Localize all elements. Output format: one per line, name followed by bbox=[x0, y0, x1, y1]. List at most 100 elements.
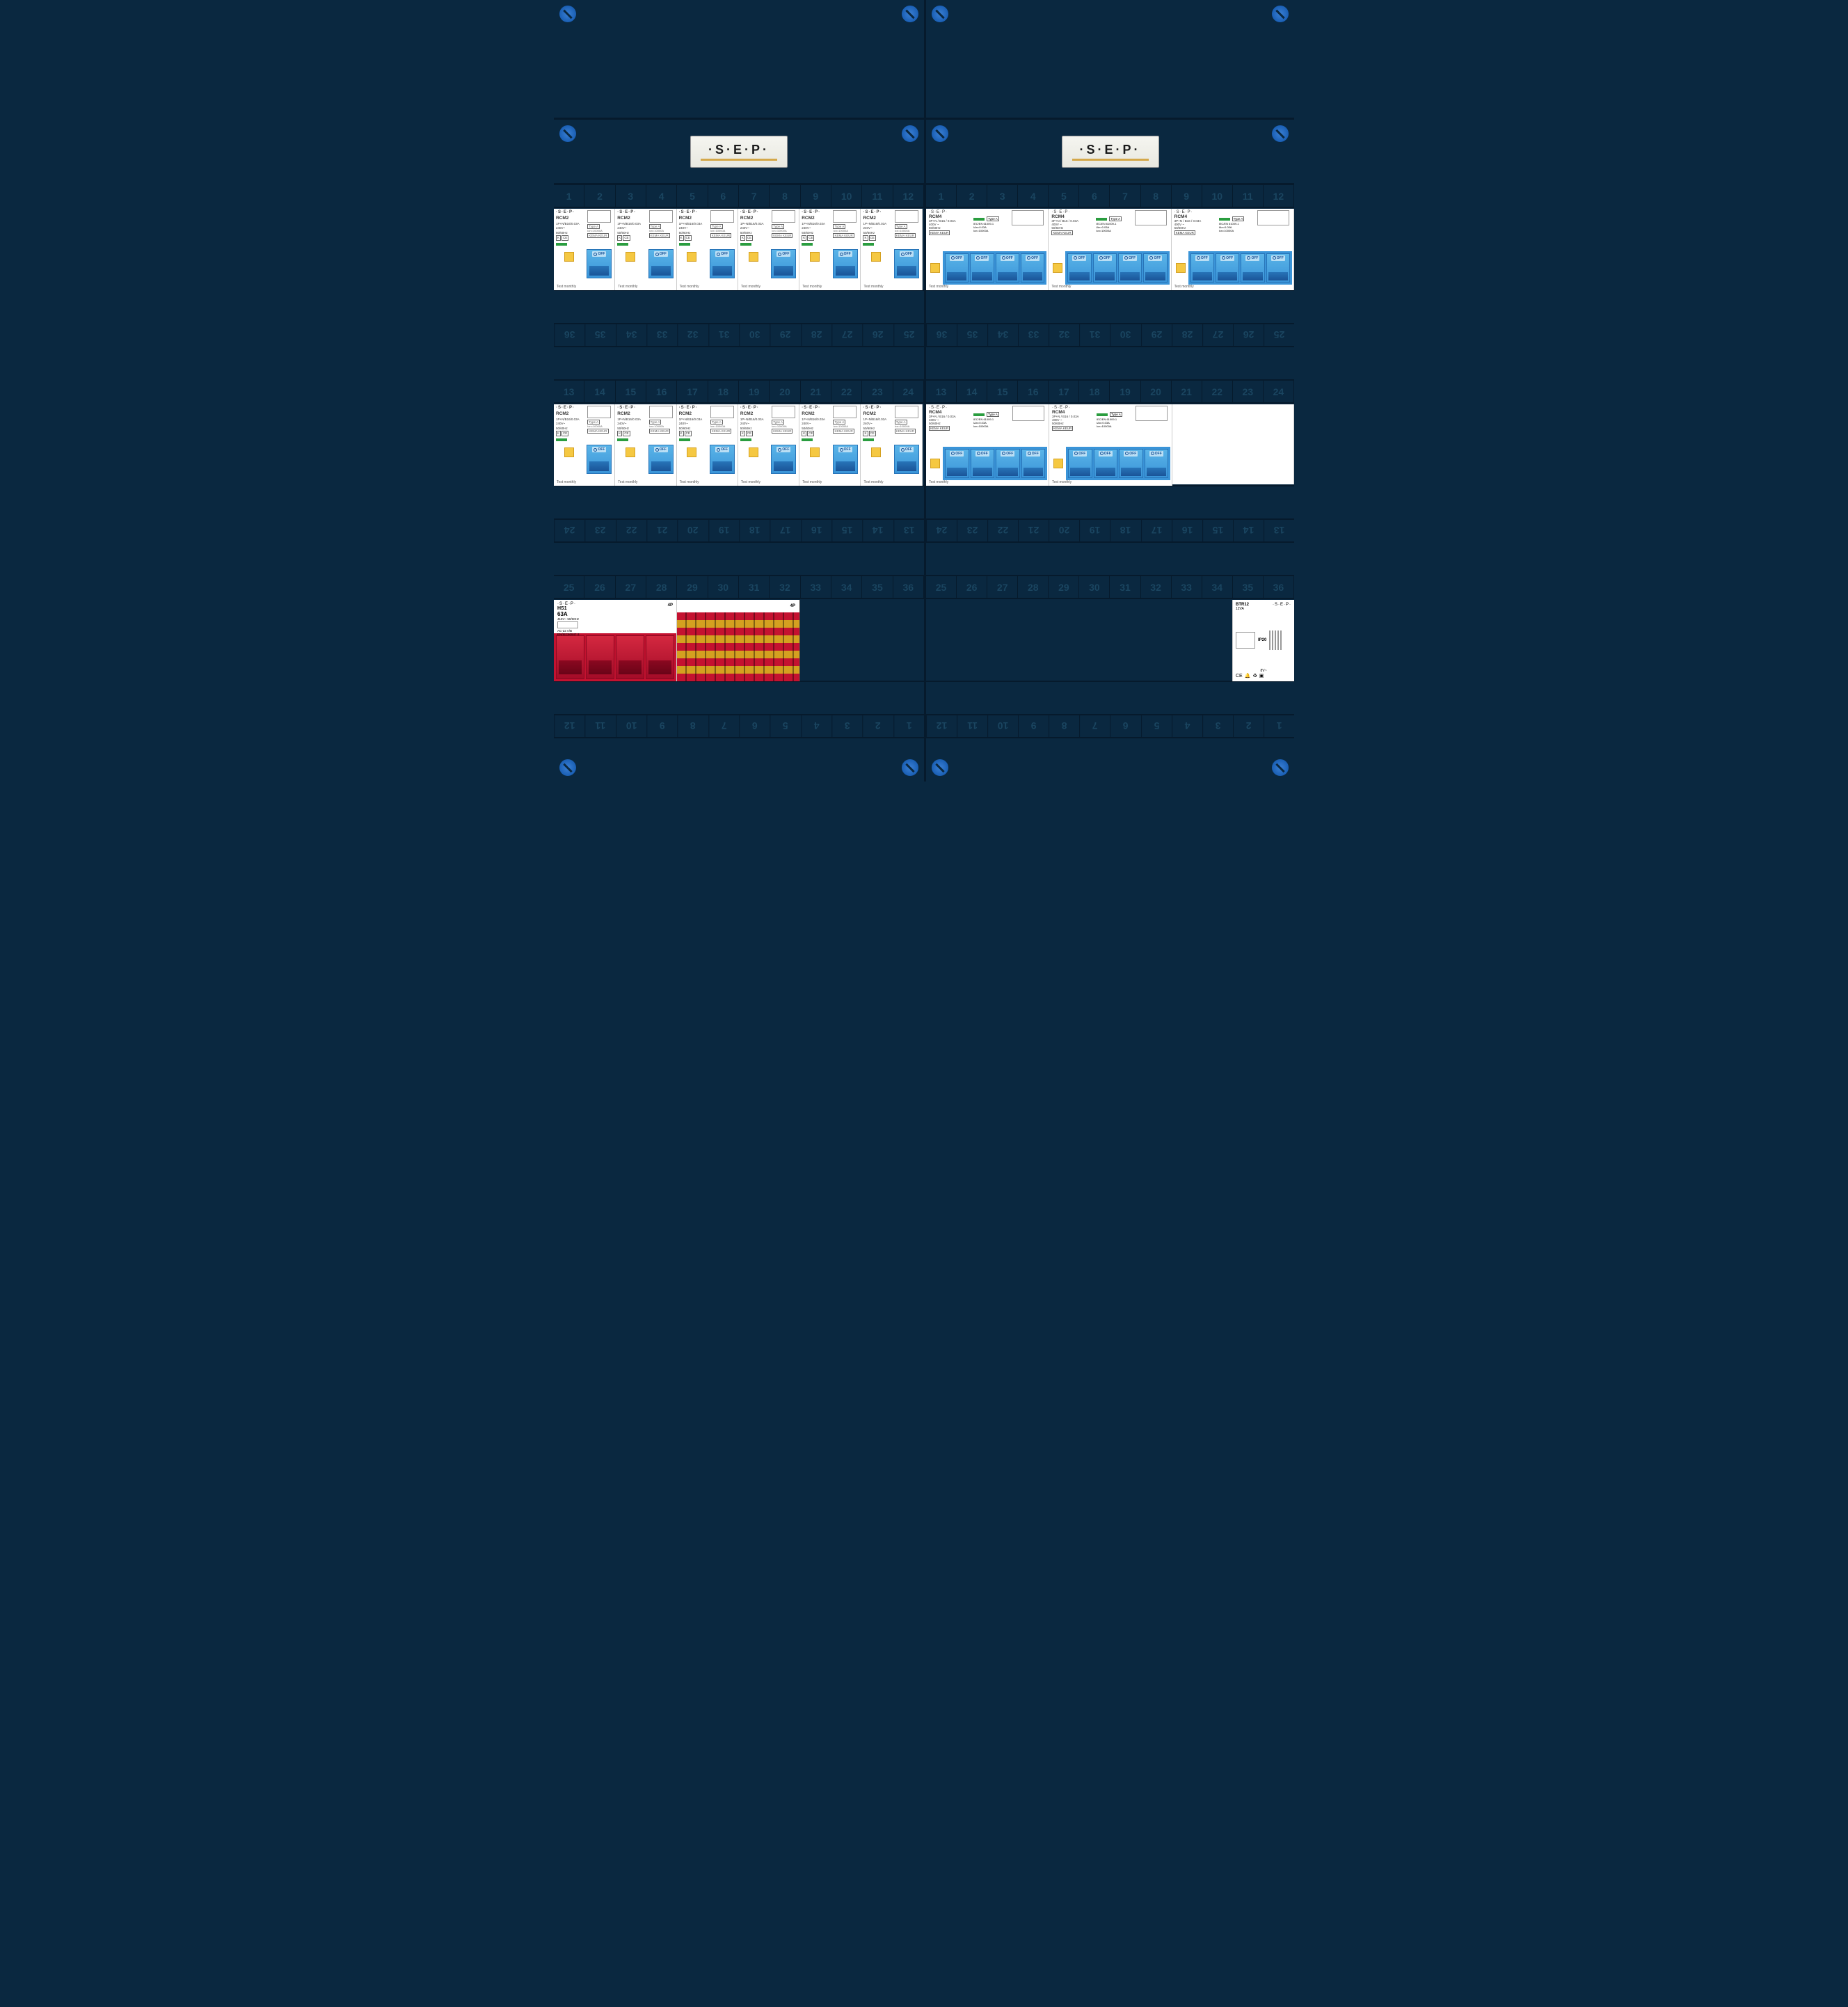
switch-state: OFF bbox=[905, 447, 912, 452]
kema-mark: KEMA KEUR bbox=[929, 426, 950, 431]
breaker-toggle[interactable]: OFF bbox=[970, 253, 994, 283]
test-button[interactable] bbox=[749, 447, 758, 457]
breaker-toggle[interactable]: OFF bbox=[996, 253, 1019, 283]
breaker-toggle[interactable]: OFF bbox=[1119, 449, 1143, 478]
ce-mark: CE bbox=[1236, 674, 1243, 679]
module-model: RCM2 bbox=[802, 411, 831, 417]
panel-right: ·S·E·P· 123456789101112 ·S·E·P· RCM4 3P+… bbox=[924, 0, 1294, 782]
spacer bbox=[554, 291, 924, 324]
test-button[interactable] bbox=[626, 252, 635, 262]
test-button[interactable] bbox=[871, 252, 881, 262]
slot-number: 7 bbox=[708, 715, 739, 737]
main-switch-toggle[interactable] bbox=[616, 635, 644, 679]
test-button[interactable] bbox=[564, 447, 574, 457]
breaker-toggle[interactable]: OFF bbox=[971, 449, 995, 478]
slot-number: 17 bbox=[1049, 381, 1079, 402]
slot-number: 33 bbox=[646, 324, 677, 346]
main-switch-toggle[interactable] bbox=[556, 635, 584, 679]
breaker-toggle[interactable]: OFF bbox=[833, 445, 858, 474]
test-button[interactable] bbox=[810, 447, 820, 457]
breaker-toggle[interactable]: OFF bbox=[587, 445, 612, 474]
busbar-terminals[interactable] bbox=[677, 612, 799, 681]
module-freq: 50/60Hz bbox=[679, 427, 709, 430]
rcbo-rcm2-module: ·S·E·P· RCM2 1P+N/B16/0.03A 240V~ 50/60H… bbox=[615, 404, 676, 486]
breaker-toggle[interactable]: OFF bbox=[894, 249, 919, 278]
breaker-toggle[interactable]: OFF bbox=[1241, 253, 1264, 283]
breaker-toggle[interactable]: OFF bbox=[945, 253, 969, 283]
test-button[interactable] bbox=[930, 263, 940, 273]
breaker-toggle[interactable]: OFF bbox=[1216, 253, 1239, 283]
slot-number: 12 bbox=[926, 715, 957, 737]
slot-number: 18 bbox=[1110, 520, 1140, 541]
breaker-toggle[interactable]: OFF bbox=[945, 449, 969, 478]
test-button[interactable] bbox=[749, 252, 758, 262]
slot-number: 11 bbox=[1233, 185, 1264, 207]
switch-state: OFF bbox=[1078, 452, 1085, 456]
test-button[interactable] bbox=[687, 252, 696, 262]
breaker-toggle[interactable]: OFF bbox=[1190, 253, 1214, 283]
breaker-toggle[interactable]: OFF bbox=[1094, 449, 1118, 478]
breaker-toggle[interactable]: OFF bbox=[710, 249, 735, 278]
breaker-toggle[interactable]: OFF bbox=[1067, 253, 1091, 283]
slot-number: 29 bbox=[1049, 576, 1079, 598]
test-button[interactable] bbox=[626, 447, 635, 457]
switch-state: OFF bbox=[782, 447, 789, 452]
module-model: RCM2 bbox=[863, 411, 893, 417]
breaker-toggle[interactable]: OFF bbox=[1093, 253, 1117, 283]
breaker-toggle[interactable]: OFF bbox=[771, 249, 796, 278]
slot-number: 20 bbox=[1141, 381, 1172, 402]
breaker-toggle[interactable]: OFF bbox=[771, 445, 796, 474]
test-button[interactable] bbox=[1053, 459, 1063, 468]
switch-state: OFF bbox=[660, 252, 667, 256]
breaker-toggle[interactable]: OFF bbox=[1145, 449, 1169, 478]
breaker-toggle[interactable]: OFF bbox=[996, 449, 1020, 478]
switch-state: OFF bbox=[1006, 256, 1013, 260]
switch-state: OFF bbox=[1129, 452, 1136, 456]
test-label: Test monthly bbox=[802, 480, 822, 484]
breaker-toggle[interactable]: OFF bbox=[648, 445, 674, 474]
logo-section: ·S·E·P· bbox=[926, 120, 1294, 185]
test-button[interactable] bbox=[1176, 263, 1186, 273]
breaker-toggle[interactable]: OFF bbox=[648, 249, 674, 278]
breaker-toggle[interactable]: OFF bbox=[1143, 253, 1167, 283]
breaker-toggle[interactable]: OFF bbox=[1021, 253, 1044, 283]
bottom-cover bbox=[926, 738, 1294, 782]
test-button[interactable] bbox=[687, 447, 696, 457]
slot-number: 15 bbox=[1202, 520, 1233, 541]
spacer bbox=[554, 682, 924, 715]
main-switch-toggle[interactable] bbox=[586, 635, 614, 679]
breaker-toggle[interactable]: OFF bbox=[587, 249, 612, 278]
main-switch-toggle[interactable] bbox=[646, 635, 674, 679]
slot-number: 4 bbox=[801, 715, 831, 737]
spacer bbox=[926, 682, 1294, 715]
slot-number: 31 bbox=[708, 324, 739, 346]
breaker-toggle[interactable]: OFF bbox=[710, 445, 735, 474]
breaker-toggle[interactable]: OFF bbox=[1021, 449, 1046, 478]
breaker-toggle[interactable]: OFF bbox=[1068, 449, 1092, 478]
slot-number: 30 bbox=[1110, 324, 1140, 346]
kema-mark: KEMA KEUR bbox=[772, 429, 792, 434]
test-button[interactable] bbox=[564, 252, 574, 262]
module-spec: 1P+N/B16/0.03A bbox=[679, 418, 709, 421]
test-button[interactable] bbox=[871, 447, 881, 457]
pole-count: 4P bbox=[668, 602, 673, 631]
top-cover bbox=[554, 0, 924, 120]
breaker-toggle[interactable]: OFF bbox=[1266, 253, 1290, 283]
slot-labels-25-36: 252627282930313233343536 bbox=[554, 576, 924, 599]
amp-rating: 63A bbox=[557, 611, 668, 617]
slot-number: 19 bbox=[1079, 520, 1110, 541]
disposal-icon: ♻ bbox=[1252, 673, 1257, 679]
slot-labels-36-25-rev: 363534333231302928272625 bbox=[554, 324, 924, 347]
test-button[interactable] bbox=[810, 252, 820, 262]
ip-rating: IP20 bbox=[1258, 638, 1266, 642]
test-button[interactable] bbox=[1053, 263, 1062, 273]
slot-number: 10 bbox=[831, 185, 862, 207]
module-brand: ·S·E·P· bbox=[740, 406, 770, 411]
breaker-toggle[interactable]: OFF bbox=[833, 249, 858, 278]
screw-icon bbox=[1272, 759, 1289, 776]
breaker-toggle[interactable]: OFF bbox=[894, 445, 919, 474]
switch-state: OFF bbox=[1277, 256, 1284, 260]
breaker-toggle[interactable]: OFF bbox=[1118, 253, 1142, 283]
test-button[interactable] bbox=[930, 459, 940, 468]
status-indicator bbox=[1096, 218, 1107, 221]
